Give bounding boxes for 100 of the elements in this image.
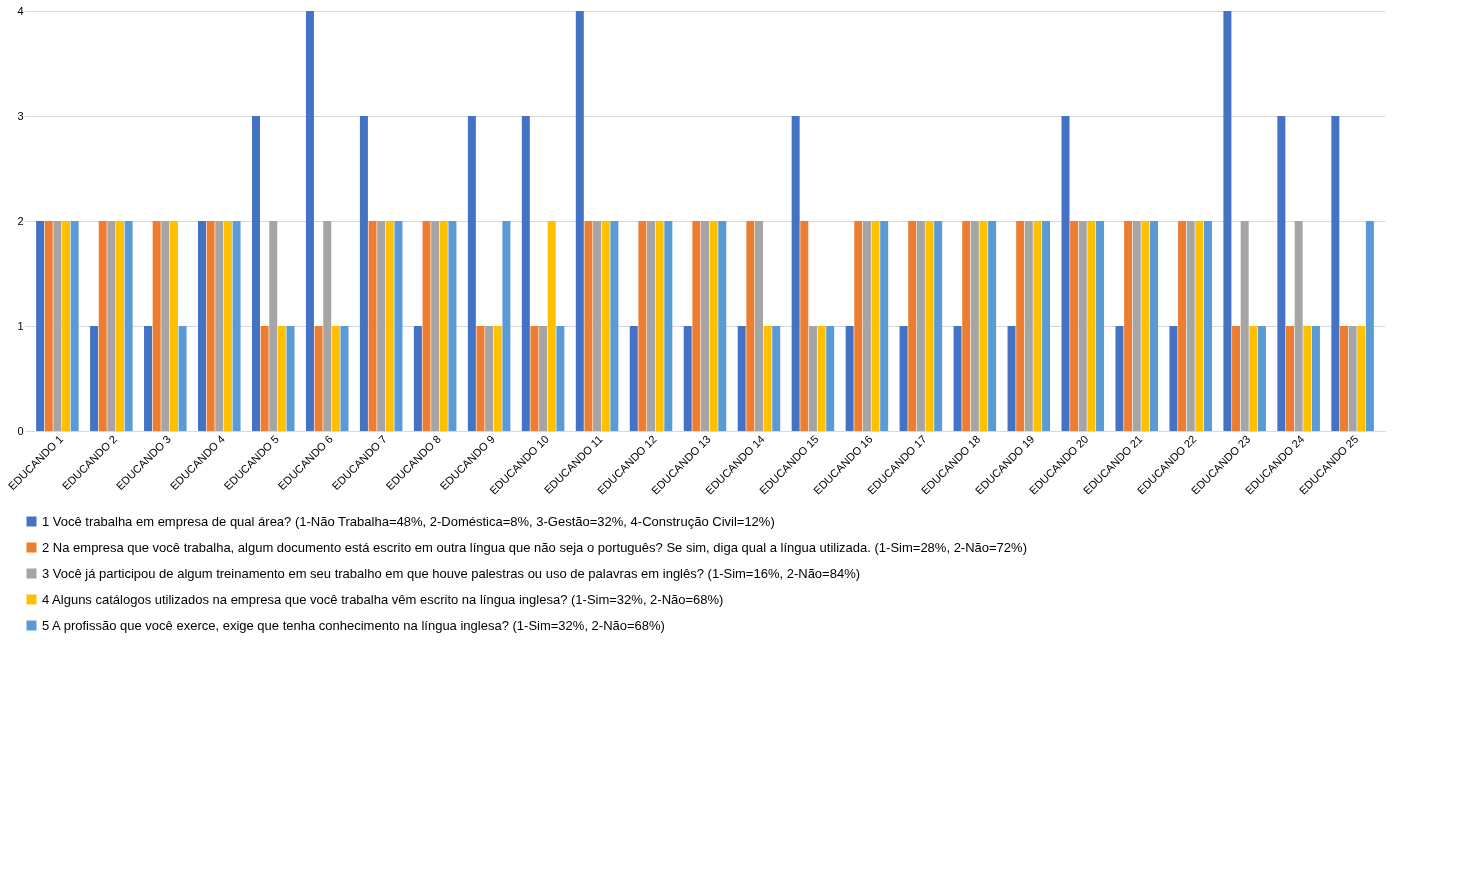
bar xyxy=(90,326,99,431)
bar xyxy=(593,221,602,431)
bar xyxy=(979,221,988,431)
bar xyxy=(144,326,153,431)
bar xyxy=(206,221,215,431)
bar xyxy=(754,221,763,431)
bar xyxy=(1223,11,1232,431)
bar xyxy=(692,221,701,431)
bar xyxy=(314,326,323,431)
bar xyxy=(359,116,368,431)
y-tick-label: 1 xyxy=(17,319,24,332)
bar xyxy=(169,221,178,431)
bar xyxy=(953,326,962,431)
bar xyxy=(530,326,539,431)
bar xyxy=(701,221,709,431)
bar xyxy=(916,221,925,431)
bar xyxy=(1339,326,1348,431)
bar xyxy=(1033,221,1042,431)
legend-label: 5 A profissão que você exerce, exige que tenha conhecimento na língua inglesa? (1-Sim=32%, 2-Não=68%) xyxy=(42,617,665,633)
legend-label: 4 Alguns catálogos utilizados na empresa que você trabalha vêm escrito na língua inglesa? (1-Sim=32%, 2-Não=68%) xyxy=(42,591,724,607)
bar xyxy=(198,221,207,431)
bar xyxy=(1141,221,1150,431)
bar xyxy=(908,221,917,431)
bar xyxy=(1331,116,1340,431)
bar xyxy=(260,326,269,431)
bar xyxy=(385,221,394,431)
bar xyxy=(871,221,880,431)
bar xyxy=(629,326,638,431)
bar xyxy=(556,326,565,431)
bar xyxy=(575,11,584,431)
bar xyxy=(286,326,295,431)
bar xyxy=(305,11,314,431)
bar xyxy=(1024,221,1033,431)
bar xyxy=(215,221,224,431)
y-tick-label: 0 xyxy=(17,424,24,437)
bar xyxy=(1016,221,1025,431)
legend-label: 1 Você trabalha em empresa de qual área? (1-Não Trabalha=48%, 2-Doméstica=8%, 3-Gestão=32%, 4-Construção Civil=12%) xyxy=(42,513,775,529)
bar xyxy=(439,221,448,431)
bar xyxy=(422,221,431,431)
bar xyxy=(1070,221,1079,431)
bar xyxy=(817,326,826,431)
bar xyxy=(448,221,457,431)
bar xyxy=(124,221,133,431)
bar xyxy=(970,221,979,431)
bar xyxy=(925,221,934,431)
bar xyxy=(1249,326,1258,431)
bar xyxy=(323,221,332,431)
bar xyxy=(664,221,673,431)
bar xyxy=(521,116,530,431)
bar xyxy=(1096,221,1105,431)
bar xyxy=(1186,221,1195,431)
bar xyxy=(763,326,772,431)
bar xyxy=(178,326,187,431)
bar xyxy=(880,221,889,431)
bar xyxy=(1348,326,1357,431)
bar xyxy=(539,326,548,431)
bar xyxy=(377,221,386,431)
bar xyxy=(1132,221,1141,431)
bar xyxy=(98,221,107,431)
bar xyxy=(1232,326,1241,431)
bar xyxy=(493,326,502,431)
bar xyxy=(547,221,556,431)
bar xyxy=(331,326,340,431)
bar xyxy=(647,221,656,431)
bar xyxy=(791,116,800,431)
bar xyxy=(709,221,718,431)
legend-label: 3 Você já participou de algum treinamento em seu trabalho em que houve palestras ou uso de palavras em inglês? (1-Sim=16%, 2-Não=84%) xyxy=(42,565,861,581)
y-tick-label: 2 xyxy=(17,214,24,227)
bar xyxy=(584,221,593,431)
bar xyxy=(1365,221,1374,431)
bar xyxy=(431,221,440,431)
bar xyxy=(737,326,746,431)
bar xyxy=(638,221,647,431)
bar xyxy=(1203,221,1212,431)
bar xyxy=(53,221,62,431)
bar xyxy=(962,221,971,431)
bar xyxy=(601,221,610,431)
bar xyxy=(934,221,943,431)
bar xyxy=(394,221,403,431)
bar xyxy=(1124,221,1133,431)
bar xyxy=(223,221,232,431)
bar xyxy=(1240,221,1249,431)
bar xyxy=(746,221,755,431)
bar xyxy=(251,116,260,431)
bar xyxy=(467,116,476,431)
bar xyxy=(1115,326,1124,431)
bar xyxy=(718,221,727,431)
bar xyxy=(800,221,809,431)
bar xyxy=(1294,221,1303,431)
bar xyxy=(476,326,485,431)
bar xyxy=(502,221,511,431)
bar xyxy=(161,221,170,431)
bar xyxy=(1078,221,1087,431)
bar xyxy=(413,326,422,431)
bar xyxy=(1277,116,1286,431)
bar xyxy=(845,326,854,431)
bar xyxy=(1286,326,1295,431)
bar xyxy=(36,221,45,431)
bar xyxy=(1169,326,1178,431)
bar xyxy=(1178,221,1187,431)
